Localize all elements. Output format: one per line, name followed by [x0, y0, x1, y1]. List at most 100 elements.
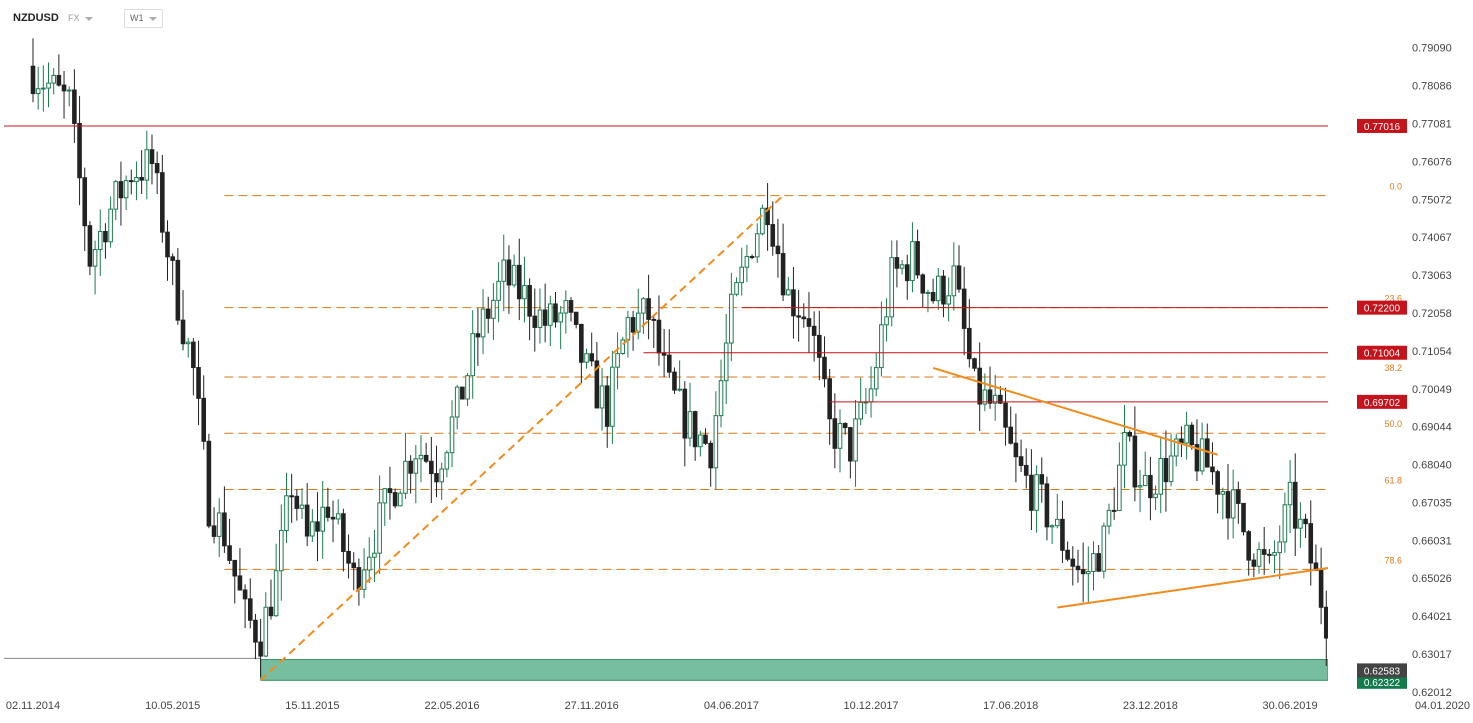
candle-body	[992, 394, 998, 404]
candle-body	[351, 562, 357, 569]
candle-body	[1096, 553, 1101, 572]
x-axis-tick-label: 27.11.2016	[565, 700, 619, 712]
candle-body	[1008, 426, 1014, 444]
chevron-down-icon	[84, 16, 93, 21]
candle-body	[811, 325, 817, 336]
fib-level-label: 61.8	[1384, 475, 1402, 485]
y-axis-tick-label: 0.73063	[1412, 270, 1452, 282]
candle-body	[873, 367, 879, 390]
candle-body	[108, 208, 113, 243]
candle-body	[1029, 474, 1034, 511]
candle-body	[330, 516, 336, 520]
candle-body	[687, 411, 693, 439]
market-selector[interactable]: FX	[68, 13, 93, 23]
candle-body	[858, 401, 863, 420]
candle-body	[284, 495, 289, 531]
candle-body	[46, 82, 51, 89]
candle-body	[118, 181, 124, 199]
resistance-badge	[1357, 300, 1407, 315]
candle-body	[263, 606, 269, 657]
candle-body	[646, 298, 651, 320]
candle-body	[532, 315, 538, 328]
candle-body	[1230, 489, 1236, 519]
candle-body	[1148, 475, 1153, 499]
candle-body	[708, 442, 713, 469]
plot-area	[4, 38, 1328, 682]
candle-body	[423, 454, 429, 462]
resistance-badge-text: 0.71004	[1364, 349, 1401, 360]
candle-body	[72, 89, 77, 124]
support-badge-text: 0.62322	[1364, 678, 1401, 689]
candle-body	[1220, 491, 1226, 495]
candle-body	[610, 366, 615, 427]
candle-body	[1075, 565, 1081, 571]
candle-body	[589, 353, 594, 362]
candle-body	[242, 589, 248, 600]
chevron-down-icon	[148, 16, 157, 21]
candle-body	[879, 324, 884, 369]
candle-body	[1210, 466, 1215, 473]
candle-body	[1318, 570, 1324, 608]
candle-body	[899, 264, 905, 269]
candle-body	[460, 386, 465, 400]
y-axis-tick-label: 0.62012	[1412, 687, 1452, 699]
y-axis-tick-label: 0.63017	[1412, 649, 1452, 661]
candle-body	[418, 454, 424, 460]
candle-body	[884, 316, 889, 326]
candle-body	[522, 285, 527, 300]
candle-body	[868, 388, 874, 403]
candle-body	[325, 506, 331, 518]
resistance-badge	[1357, 394, 1407, 409]
candle-body	[1091, 553, 1096, 572]
candle-body	[558, 312, 563, 323]
candle-body	[713, 415, 719, 469]
candle-body	[760, 207, 765, 235]
candle-body	[449, 416, 455, 454]
candle-body	[723, 342, 729, 382]
resistance-badge-text: 0.69702	[1364, 398, 1401, 409]
candle-body	[904, 264, 910, 282]
candle-body	[775, 245, 781, 255]
candle-body	[615, 353, 620, 368]
y-axis-tick-label: 0.70049	[1412, 384, 1452, 396]
y-axis-tick-label: 0.78086	[1412, 81, 1452, 93]
x-axis-tick-label: 15.11.2015	[285, 700, 339, 712]
candle-body	[387, 488, 393, 494]
candle-body	[1127, 431, 1132, 437]
candle-body	[144, 149, 150, 181]
candle-body	[1308, 523, 1314, 564]
candle-body	[253, 619, 258, 643]
candle-body	[408, 460, 413, 474]
candle-body	[30, 65, 36, 95]
candle-body	[247, 598, 253, 621]
candle-body	[103, 230, 108, 243]
y-axis-tick-label: 0.75072	[1412, 194, 1452, 206]
candle-body	[216, 512, 222, 537]
candle-body	[853, 418, 858, 462]
candle-body	[1065, 549, 1070, 560]
candle-body	[625, 317, 631, 341]
candle-body	[749, 256, 755, 259]
y-axis-tick-label: 0.74067	[1412, 232, 1452, 244]
market-label: FX	[68, 13, 80, 23]
candle-body	[594, 360, 600, 409]
candle-body	[848, 427, 853, 462]
candle-body	[744, 256, 750, 268]
last-price-badge-text: 0.62583	[1364, 666, 1401, 677]
candle-body	[1039, 474, 1045, 485]
candle-body	[501, 259, 507, 282]
candle-body	[961, 288, 967, 329]
fib-level-label: 78.6	[1384, 555, 1402, 565]
candle-body	[718, 380, 724, 417]
candle-body	[356, 567, 362, 590]
candle-body	[299, 504, 305, 509]
timeframe-selector[interactable]: W1	[124, 9, 163, 28]
candle-body	[796, 315, 801, 318]
y-axis-tick-label: 0.65026	[1412, 573, 1452, 585]
candle-body	[817, 334, 822, 358]
candle-body	[785, 289, 791, 296]
candle-body	[542, 309, 548, 326]
x-axis-tick-label: 17.06.2018	[983, 700, 1038, 712]
candle-body	[454, 386, 460, 418]
